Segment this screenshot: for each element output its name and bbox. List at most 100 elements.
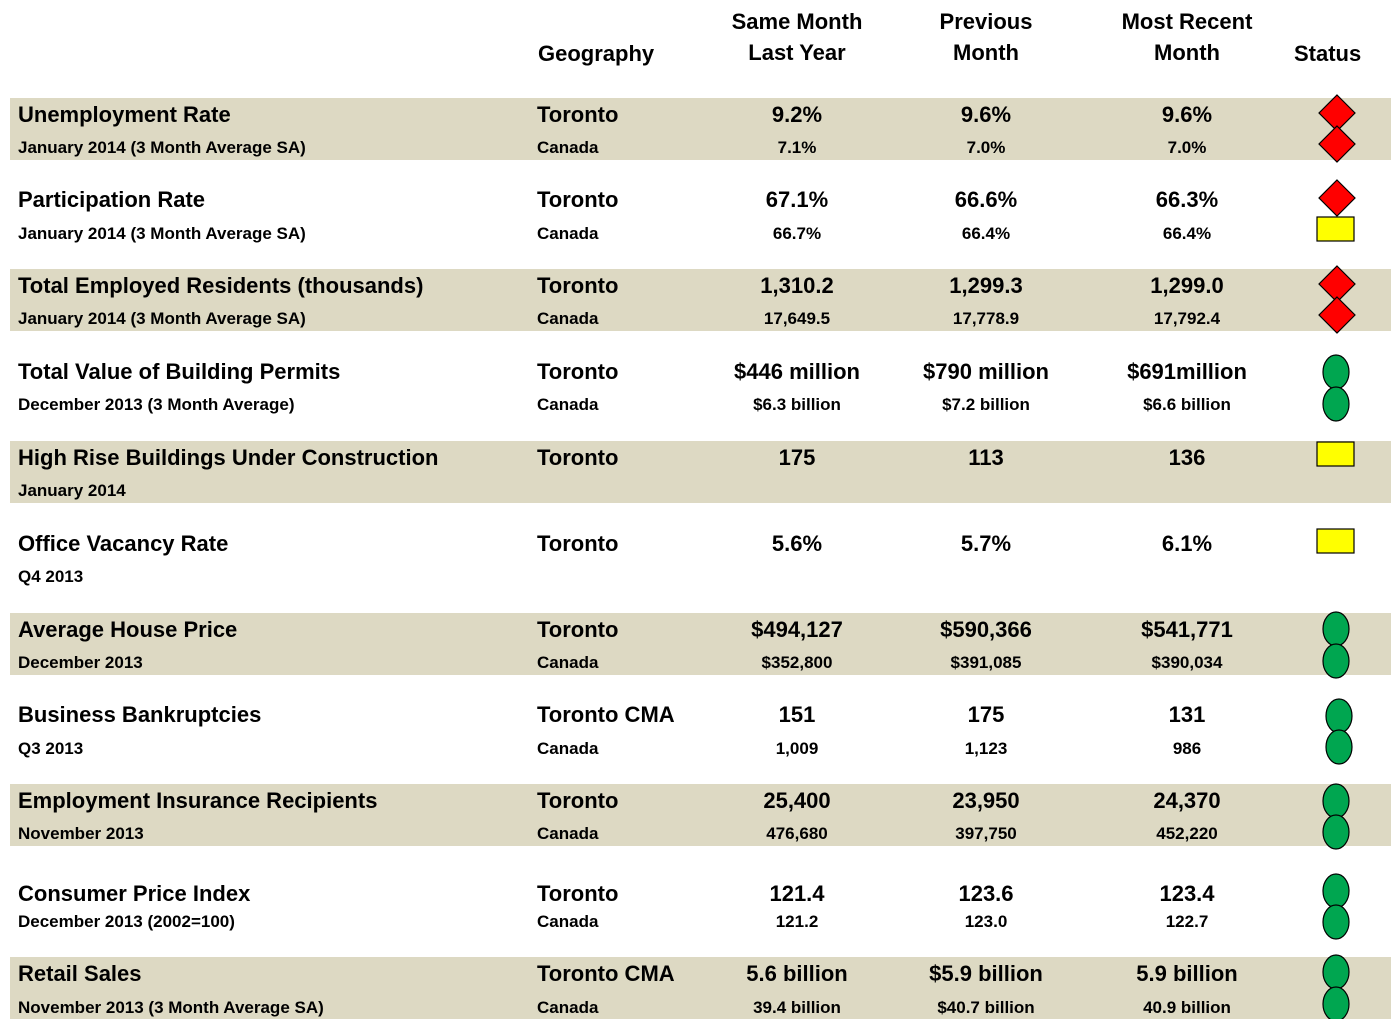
value: 5.6 billion	[746, 961, 848, 986]
green-circle	[1325, 729, 1353, 765]
indicator-period: Q3 2013	[18, 739, 84, 758]
yellow-square	[1316, 441, 1355, 467]
indicator-period: November 2013 (3 Month Average SA)	[18, 998, 324, 1017]
geography: Toronto	[537, 445, 619, 470]
value: 175	[778, 445, 816, 470]
value: $691million	[1127, 359, 1247, 384]
indicator-title: Unemployment Rate	[18, 102, 231, 127]
value: 25,400	[763, 788, 831, 813]
value: 66.4%	[1162, 224, 1212, 243]
indicator-title: High Rise Buildings Under Construction	[18, 445, 439, 470]
header-geography: Geography	[538, 41, 655, 66]
indicator-title: Average House Price	[18, 617, 238, 642]
value: $790 million	[923, 359, 1049, 384]
indicator-title: Office Vacancy Rate	[18, 531, 229, 556]
geography: Toronto	[537, 617, 619, 642]
geography: Canada	[537, 824, 599, 843]
value: 9.2%	[771, 102, 823, 127]
value: 1,299.3	[949, 273, 1023, 298]
green-circle	[1322, 783, 1350, 819]
value: 66.3%	[1155, 187, 1219, 212]
value: $494,127	[751, 617, 843, 642]
value: 67.1%	[765, 187, 829, 212]
indicator-period: January 2014 (3 Month Average SA)	[18, 138, 306, 157]
value: 9.6%	[1161, 102, 1213, 127]
row-band	[10, 441, 1391, 503]
indicator-title: Consumer Price Index	[18, 881, 251, 906]
value: $590,366	[940, 617, 1032, 642]
row-band	[10, 98, 1391, 160]
row-band	[10, 269, 1391, 331]
geography: Canada	[537, 739, 599, 758]
value: 9.6%	[960, 102, 1012, 127]
value: 66.7%	[772, 224, 822, 243]
value: 123.6	[958, 881, 1014, 906]
value: 6.1%	[1161, 531, 1213, 556]
indicator-period: December 2013	[18, 653, 143, 672]
value: 24,370	[1153, 788, 1221, 813]
indicator-period: November 2013	[18, 824, 144, 843]
value: 175	[967, 702, 1005, 727]
geography: Canada	[537, 998, 599, 1017]
green-circle	[1322, 986, 1350, 1019]
indicator-title: Total Employed Residents (thousands)	[18, 273, 424, 298]
indicator-period: December 2013 (3 Month Average)	[18, 395, 295, 414]
green-circle	[1325, 698, 1353, 734]
header-column: Most Recent	[1121, 9, 1253, 34]
value: 121.4	[769, 881, 825, 906]
row-band	[10, 784, 1391, 846]
green-circle	[1322, 386, 1350, 422]
indicator-period: December 2013 (2002=100)	[18, 912, 235, 931]
value: 5.7%	[960, 531, 1012, 556]
value: 5.6%	[771, 531, 823, 556]
value: 151	[778, 702, 816, 727]
value: 1,299.0	[1150, 273, 1224, 298]
indicator-period: January 2014	[18, 481, 126, 500]
value: 122.7	[1165, 912, 1209, 931]
value: $446 million	[734, 359, 860, 384]
header-column: Same Month	[731, 9, 863, 34]
geography: Toronto	[537, 102, 619, 127]
value: 7.0%	[966, 138, 1006, 157]
value: 17,792.4	[1153, 309, 1221, 328]
indicator-period: January 2014 (3 Month Average SA)	[18, 224, 306, 243]
value: 7.1%	[777, 138, 817, 157]
red-diamond	[1318, 179, 1356, 217]
value: 1,009	[775, 739, 819, 758]
header-column: Month	[953, 40, 1019, 65]
value: $7.2 billion	[942, 395, 1030, 414]
green-circle	[1322, 814, 1350, 850]
value: 986	[1172, 739, 1202, 758]
value: $352,800	[761, 653, 833, 672]
geography: Canada	[537, 138, 599, 157]
row-band	[10, 957, 1391, 1019]
green-circle	[1322, 643, 1350, 679]
value: 23,950	[952, 788, 1020, 813]
indicator-title: Participation Rate	[18, 187, 206, 212]
green-circle	[1322, 904, 1350, 940]
indicator-title: Employment Insurance Recipients	[18, 788, 378, 813]
geography: Toronto	[537, 187, 619, 212]
yellow-square	[1316, 216, 1355, 242]
value: 66.4%	[961, 224, 1011, 243]
header-column: Last Year	[748, 40, 846, 65]
geography: Canada	[537, 309, 599, 328]
value: $6.6 billion	[1143, 395, 1231, 414]
green-circle	[1322, 611, 1350, 647]
geography: Toronto	[537, 881, 619, 906]
indicator-period: January 2014 (3 Month Average SA)	[18, 309, 306, 328]
value: 397,750	[955, 824, 1017, 843]
geography: Canada	[537, 653, 599, 672]
value: 121.2	[775, 912, 819, 931]
value: $390,034	[1151, 653, 1223, 672]
value: 5.9 billion	[1136, 961, 1238, 986]
value: 136	[1168, 445, 1206, 470]
geography: Canada	[537, 224, 599, 243]
yellow-square	[1316, 528, 1355, 554]
value: 476,680	[766, 824, 828, 843]
value: 123.0	[964, 912, 1008, 931]
value: $5.9 billion	[929, 961, 1043, 986]
value: 1,310.2	[760, 273, 834, 298]
geography: Toronto CMA	[537, 961, 675, 986]
